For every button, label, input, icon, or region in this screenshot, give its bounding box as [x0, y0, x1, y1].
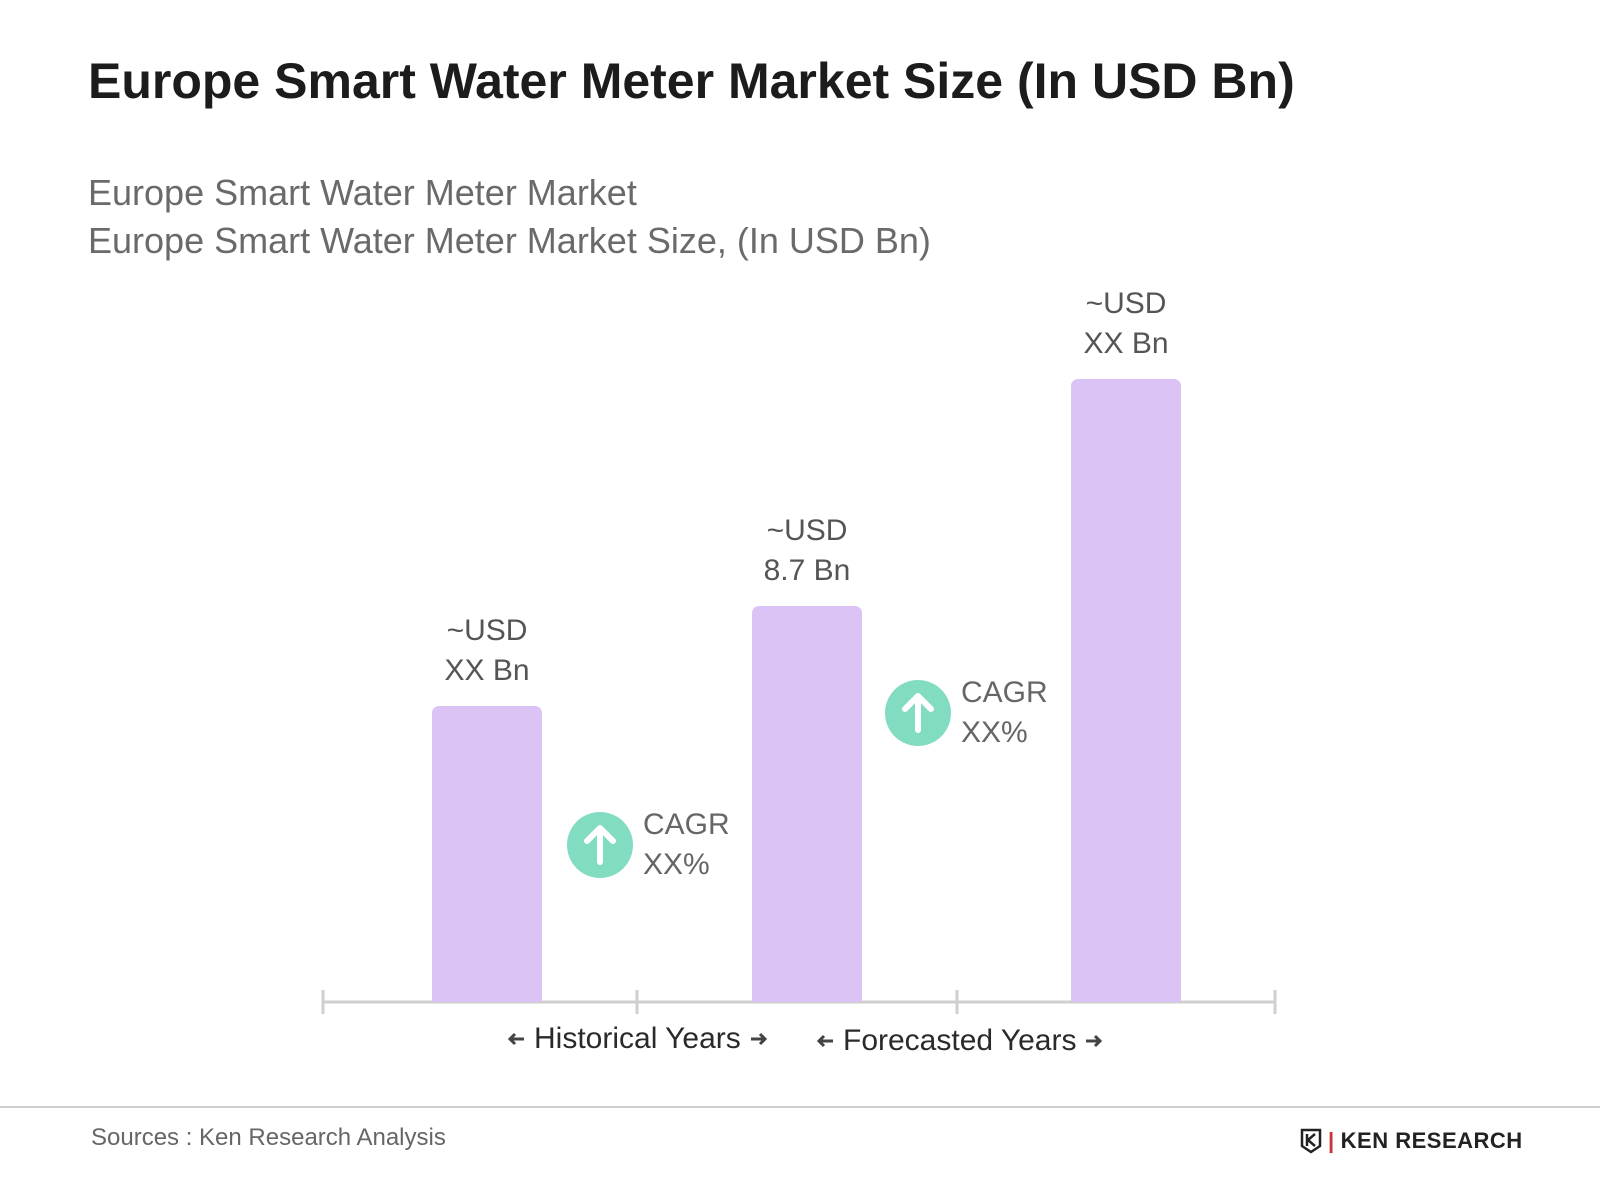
logo-text: KEN RESEARCH — [1340, 1128, 1523, 1153]
period-text: Historical Years — [534, 1022, 741, 1055]
x-axis — [321, 990, 1277, 1014]
bar — [1071, 379, 1181, 1002]
cagr-icon — [885, 680, 951, 746]
source: Sources : Ken Research Analysis — [91, 1124, 446, 1151]
cagr-label: CAGR XX% — [961, 676, 1048, 749]
chart-title: Europe Smart Water Meter Market Size (In… — [88, 53, 1295, 109]
subtitle: Europe Smart Water Meter Market — [88, 172, 637, 213]
arrow-left — [816, 1034, 833, 1048]
bar — [432, 706, 542, 1002]
value-label: ~USD XX Bn — [1083, 287, 1169, 360]
subtitle: Europe Smart Water Meter Market Size, (I… — [88, 220, 931, 261]
arrow-right — [1086, 1034, 1103, 1048]
period-label: Historical Years — [506, 1022, 769, 1056]
up-arrow — [902, 693, 934, 733]
arrow-left — [507, 1032, 524, 1046]
arrow-right — [750, 1032, 767, 1046]
up-arrow — [584, 825, 616, 865]
bar — [752, 606, 862, 1002]
value-label: ~USD XX Bn — [444, 614, 530, 688]
cagr-icon — [567, 812, 633, 878]
logo: | KEN RESEARCH — [1300, 1128, 1523, 1154]
cagr-label: CAGR XX% — [643, 808, 730, 881]
period-label: Forecasted Years — [815, 1024, 1104, 1058]
period-text: Forecasted Years — [843, 1024, 1077, 1057]
logo-icon — [1300, 1128, 1322, 1154]
value-label: ~USD 8.7 Bn — [763, 514, 851, 588]
logo-sep: | — [1328, 1128, 1335, 1153]
